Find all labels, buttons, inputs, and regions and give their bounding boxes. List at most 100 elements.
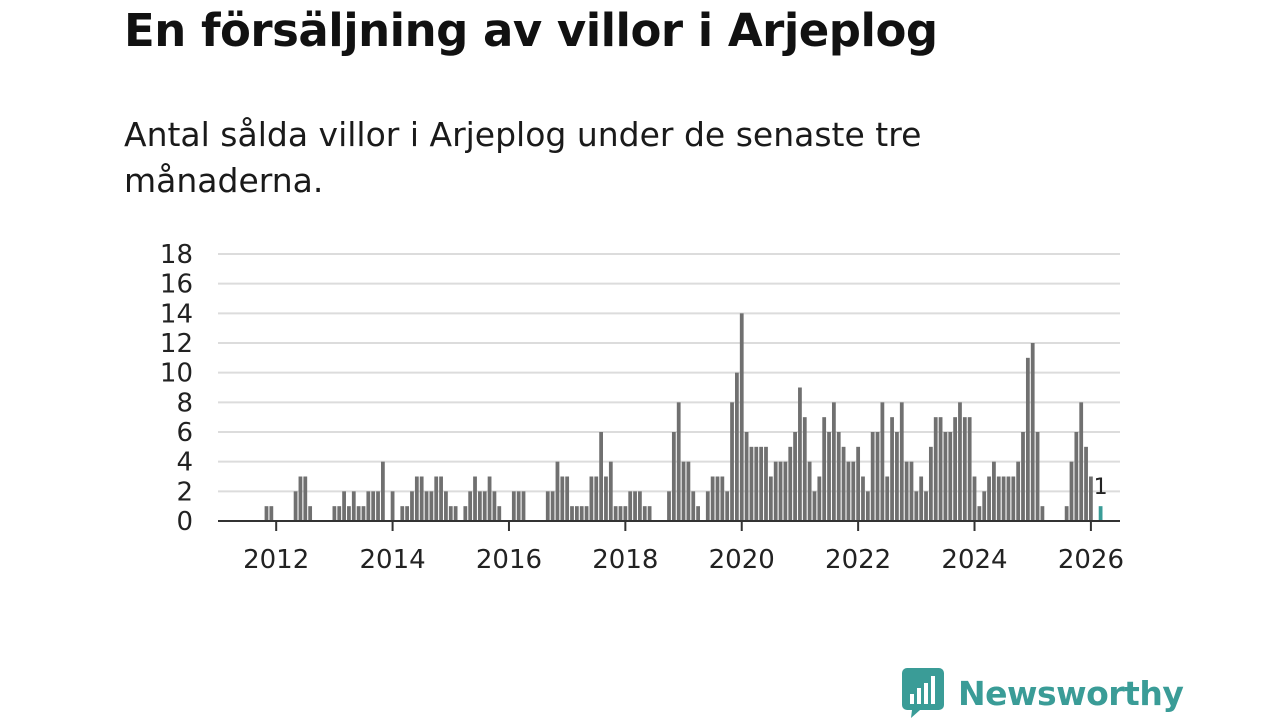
bar <box>739 313 744 521</box>
x-tick-label: 2022 <box>825 545 891 575</box>
bar <box>342 491 346 521</box>
bar <box>293 491 298 521</box>
bar <box>778 461 783 521</box>
bar <box>735 372 739 521</box>
bar <box>570 506 574 521</box>
bar <box>414 476 419 521</box>
bar <box>550 491 555 521</box>
bar <box>817 476 822 521</box>
bar <box>516 491 521 521</box>
bar <box>1089 476 1093 521</box>
bar <box>618 506 623 521</box>
bar <box>671 432 676 521</box>
bar <box>972 476 977 521</box>
bar <box>715 476 720 521</box>
grid-lines <box>218 253 1120 493</box>
y-tick-label: 16 <box>160 270 193 300</box>
bar <box>410 491 414 521</box>
bar <box>953 417 958 521</box>
bar <box>497 506 502 521</box>
bar <box>725 491 730 521</box>
bar <box>584 506 589 521</box>
bar <box>356 506 361 521</box>
bar-labels: 1 <box>1094 475 1108 500</box>
bar <box>924 491 928 521</box>
bar <box>977 506 982 521</box>
bar <box>463 506 468 521</box>
bar <box>812 491 817 521</box>
bar <box>928 446 933 521</box>
bar <box>1030 343 1035 521</box>
page-title: En försäljning av villor i Arjeplog <box>124 4 938 57</box>
bar <box>851 461 856 521</box>
bar <box>361 506 366 521</box>
bar <box>890 417 894 521</box>
x-tick-label: 2018 <box>592 545 658 575</box>
y-tick-label: 14 <box>160 299 193 329</box>
y-tick-label: 18 <box>160 240 193 270</box>
bar <box>967 417 972 521</box>
bar <box>938 417 943 521</box>
bar <box>696 506 700 521</box>
bar <box>633 491 637 521</box>
bar <box>720 476 725 521</box>
chart-subtitle: Antal sålda villor i Arjeplog under de s… <box>124 115 922 200</box>
bar <box>836 432 841 521</box>
y-tick-label: 0 <box>176 507 193 537</box>
bar <box>1021 432 1025 521</box>
bar <box>880 402 885 521</box>
bar <box>749 446 754 521</box>
y-tick-label: 10 <box>160 359 193 389</box>
bar <box>424 491 429 521</box>
bar <box>565 476 570 521</box>
bar <box>264 506 269 521</box>
bar <box>686 461 691 521</box>
bar <box>764 446 768 521</box>
bar <box>429 491 434 521</box>
highlight-bar <box>1098 506 1103 521</box>
bar <box>768 476 773 521</box>
bar <box>521 491 526 521</box>
bar <box>831 402 836 521</box>
bar <box>477 491 482 521</box>
newsworthy-logo[interactable]: Newsworthy <box>902 668 1184 718</box>
bar <box>376 491 380 521</box>
bar <box>885 476 890 521</box>
bar <box>337 506 342 521</box>
bar <box>856 446 861 521</box>
bar <box>773 461 778 521</box>
bar <box>560 476 565 521</box>
bar <box>846 461 851 521</box>
bar <box>1035 432 1040 521</box>
y-tick-label: 12 <box>160 329 193 359</box>
x-tick-label: 2024 <box>941 545 1007 575</box>
bar <box>904 461 909 521</box>
bar <box>434 476 439 521</box>
y-tick-label: 8 <box>176 388 193 418</box>
highlight-value-label: 1 <box>1094 475 1108 500</box>
bar <box>676 402 681 521</box>
bar <box>332 506 337 521</box>
bar <box>1084 446 1088 521</box>
bar <box>298 476 303 521</box>
bar <box>691 491 696 521</box>
bar <box>400 506 405 521</box>
bar <box>613 506 618 521</box>
bar <box>861 476 865 521</box>
bar <box>1006 476 1011 521</box>
bar <box>919 476 924 521</box>
bar <box>730 402 734 521</box>
bar <box>574 506 579 521</box>
x-tick-label: 2026 <box>1058 545 1124 575</box>
x-tick-label: 2014 <box>359 545 425 575</box>
bar <box>958 402 962 521</box>
bar <box>390 491 395 521</box>
bar <box>594 476 599 521</box>
bar <box>914 491 919 521</box>
bar <box>1079 402 1084 521</box>
bar <box>473 476 477 521</box>
bar <box>681 461 686 521</box>
bar <box>933 417 938 521</box>
bar <box>351 491 356 521</box>
